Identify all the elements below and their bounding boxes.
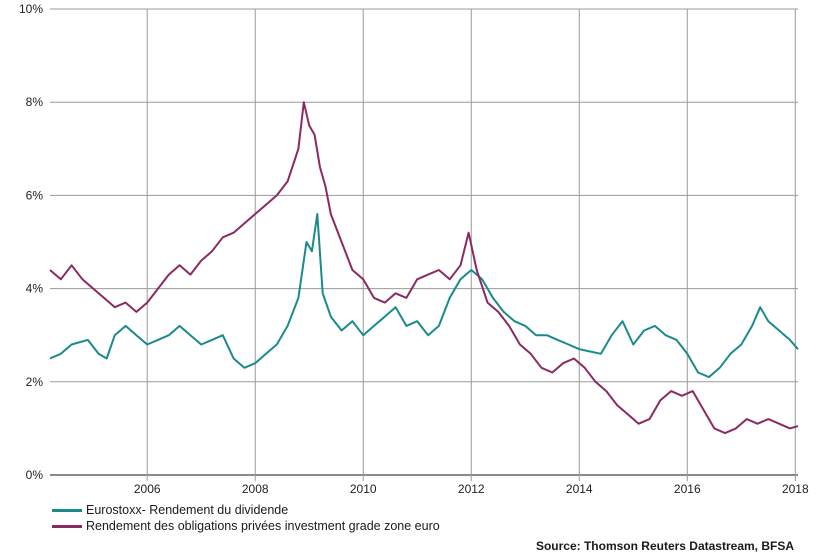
y-tick-label: 8%	[26, 95, 44, 109]
x-tick-label: 2008	[242, 482, 269, 496]
x-tick-label: 2014	[566, 482, 593, 496]
legend-item-corporate-bond-yield: Rendement des obligations privées invest…	[52, 518, 440, 534]
x-axis-ticks: 2006 2008 2010 2012 2014 2016 2018	[134, 482, 809, 496]
x-tick-label: 2006	[134, 482, 161, 496]
legend-swatch-teal	[52, 508, 82, 512]
grid	[50, 8, 798, 481]
legend-item-dividend-yield: Eurostoxx- Rendement du dividende	[52, 502, 440, 518]
x-tick-label: 2012	[458, 482, 485, 496]
x-tick-label: 2010	[350, 482, 377, 496]
series-line-dividend-yield	[49, 213, 799, 379]
line-chart: 0%2%4%6%8%10% 2006 2008 2010 2012 2014 2016 20…	[19, 2, 809, 496]
y-tick-label: 6%	[26, 188, 44, 202]
x-tick-label: 2018	[782, 482, 809, 496]
y-tick-label: 10%	[19, 2, 43, 16]
y-tick-label: 0%	[26, 468, 44, 482]
y-axis-ticks: 0% 2% 4% 6% 8% 10%	[19, 2, 43, 482]
x-tick-label: 2016	[674, 482, 701, 496]
legend-swatch-purple	[52, 524, 82, 528]
series-line-corporate-bond-yield	[49, 101, 799, 435]
legend: Eurostoxx- Rendement du dividende Rendem…	[52, 502, 440, 534]
source-note: Source: Thomson Reuters Datastream, BFSA	[535, 539, 794, 553]
y-tick-label: 4%	[26, 282, 44, 296]
legend-label: Eurostoxx- Rendement du dividende	[86, 503, 289, 517]
series-lines	[49, 101, 799, 435]
y-tick-label: 2%	[26, 375, 44, 389]
legend-label: Rendement des obligations privées invest…	[86, 519, 440, 533]
